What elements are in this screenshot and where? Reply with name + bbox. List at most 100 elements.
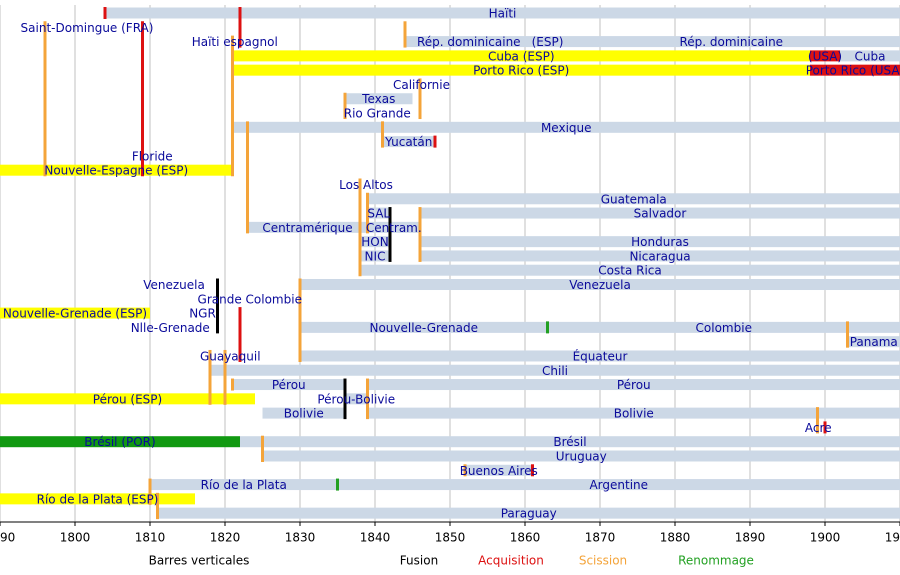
bar-label: Uruguay bbox=[556, 449, 607, 463]
bar-label: Salvador bbox=[634, 207, 687, 221]
bar-label: Porto Rico (ESP) bbox=[473, 64, 569, 78]
bar-label: Pérou (ESP) bbox=[93, 392, 162, 406]
bar-label: Paraguay bbox=[501, 507, 557, 521]
bar-label: Argentine bbox=[589, 478, 648, 492]
bar-label: Colombie bbox=[696, 321, 752, 335]
label: Los Altos bbox=[339, 178, 393, 192]
bar bbox=[360, 250, 390, 262]
bar bbox=[367, 193, 900, 205]
bar bbox=[367, 221, 420, 233]
x-tick-label: 1810 bbox=[135, 531, 166, 545]
bar bbox=[810, 64, 900, 76]
bar bbox=[105, 7, 900, 19]
x-tick-label: 1870 bbox=[585, 531, 616, 545]
bar bbox=[345, 393, 368, 405]
bar-label: Honduras bbox=[631, 235, 689, 249]
bar-label: Rép. dominicaine bbox=[679, 35, 783, 49]
x-tick-label: 1860 bbox=[510, 531, 541, 545]
bar-label: Yucatán bbox=[384, 135, 432, 149]
bar-label: Cuba (ESP) bbox=[488, 49, 555, 63]
bar bbox=[300, 321, 548, 333]
bar bbox=[300, 279, 900, 291]
bar bbox=[367, 379, 900, 391]
bar-label: Pérou bbox=[617, 378, 651, 392]
bar bbox=[810, 50, 840, 62]
bar-label: Buenos Aires bbox=[460, 464, 538, 478]
label: Saint-Domingue (FRA) bbox=[21, 21, 154, 35]
x-tick-label: 1900 bbox=[810, 531, 841, 545]
bar bbox=[0, 307, 150, 319]
bar-label: Texas bbox=[361, 92, 395, 106]
labels: Haïti Rép. dominicaine (ESP) Rép. dominicai… bbox=[3, 7, 900, 521]
bar-label: Brésil (POR) bbox=[84, 435, 155, 449]
bar-label: Brésil bbox=[553, 435, 586, 449]
bar bbox=[382, 136, 435, 148]
label: Guayaquil bbox=[200, 349, 261, 363]
legend-title: Barres verticales bbox=[149, 554, 250, 568]
bar-label: (USA) bbox=[808, 49, 842, 63]
legend: Barres verticales Fusion Acquisition Scissi… bbox=[149, 554, 754, 568]
bar bbox=[300, 350, 900, 362]
x-tick-label: 1840 bbox=[360, 531, 391, 545]
bar bbox=[232, 64, 810, 76]
bar-label: Mexique bbox=[541, 121, 592, 135]
bar-label: Panama bbox=[850, 335, 898, 349]
bar bbox=[262, 450, 900, 462]
x-tick-label: 1890 bbox=[735, 531, 766, 545]
bar-label: Bolivie bbox=[284, 407, 324, 421]
label: NGR bbox=[189, 307, 216, 321]
bar bbox=[420, 236, 900, 248]
legend-entry: Scission bbox=[579, 554, 627, 568]
x-tick-label: 1850 bbox=[435, 531, 466, 545]
bar-label: Équateur bbox=[573, 348, 628, 363]
bar-label: Nouvelle-Grenade (ESP) bbox=[3, 307, 147, 321]
bar-label: Nouvelle-Grenade bbox=[369, 321, 478, 335]
label: Nlle-Grenade bbox=[131, 321, 210, 335]
bar bbox=[547, 321, 900, 333]
bar bbox=[345, 93, 413, 105]
bar bbox=[337, 479, 900, 491]
bars bbox=[0, 7, 900, 519]
x-tick-label: 1790 bbox=[0, 531, 15, 545]
label: Rio Grande bbox=[344, 107, 411, 121]
x-tick-label: 1800 bbox=[60, 531, 91, 545]
bar-label: Chili bbox=[542, 364, 568, 378]
label: Californie bbox=[393, 78, 450, 92]
x-tick-label: 1820 bbox=[210, 531, 241, 545]
bar bbox=[465, 464, 533, 476]
bar bbox=[532, 36, 563, 48]
bar bbox=[232, 50, 810, 62]
bar-label: (ESP) bbox=[532, 35, 564, 49]
bar bbox=[247, 221, 368, 233]
label: Haïti espagnol bbox=[192, 35, 278, 49]
bar-label: Guatemala bbox=[601, 192, 667, 206]
bar-label: Costa Rica bbox=[598, 264, 661, 278]
bar bbox=[150, 479, 338, 491]
legend-entry: Fusion bbox=[400, 554, 438, 568]
bar bbox=[232, 121, 900, 133]
bar bbox=[262, 407, 345, 419]
bar-label: Pérou-Bolivie bbox=[317, 392, 395, 406]
bar bbox=[847, 336, 900, 348]
bar-label: HON bbox=[361, 235, 388, 249]
bar bbox=[240, 436, 900, 448]
bar bbox=[360, 264, 900, 276]
bar-label: NIC bbox=[365, 249, 386, 263]
bar bbox=[0, 436, 240, 448]
bar-label: Porto Rico (USA) bbox=[806, 64, 900, 78]
bar-label: SAL bbox=[367, 207, 390, 221]
events bbox=[43, 7, 849, 520]
bar bbox=[367, 407, 900, 419]
bar-label: Bolivie bbox=[614, 407, 654, 421]
bar-label: Nicaragua bbox=[629, 249, 690, 263]
bar bbox=[0, 393, 255, 405]
label: Venezuela bbox=[143, 278, 205, 292]
bar-label: Río de la Plata bbox=[201, 478, 287, 492]
bar bbox=[405, 36, 533, 48]
bar bbox=[420, 250, 900, 262]
bar bbox=[562, 36, 900, 48]
bar bbox=[232, 379, 345, 391]
grid: 1790 1800 1810 1820 1830 1840 1850 1860 1870 1880… bbox=[0, 5, 900, 545]
x-tick-label: 1880 bbox=[660, 531, 691, 545]
